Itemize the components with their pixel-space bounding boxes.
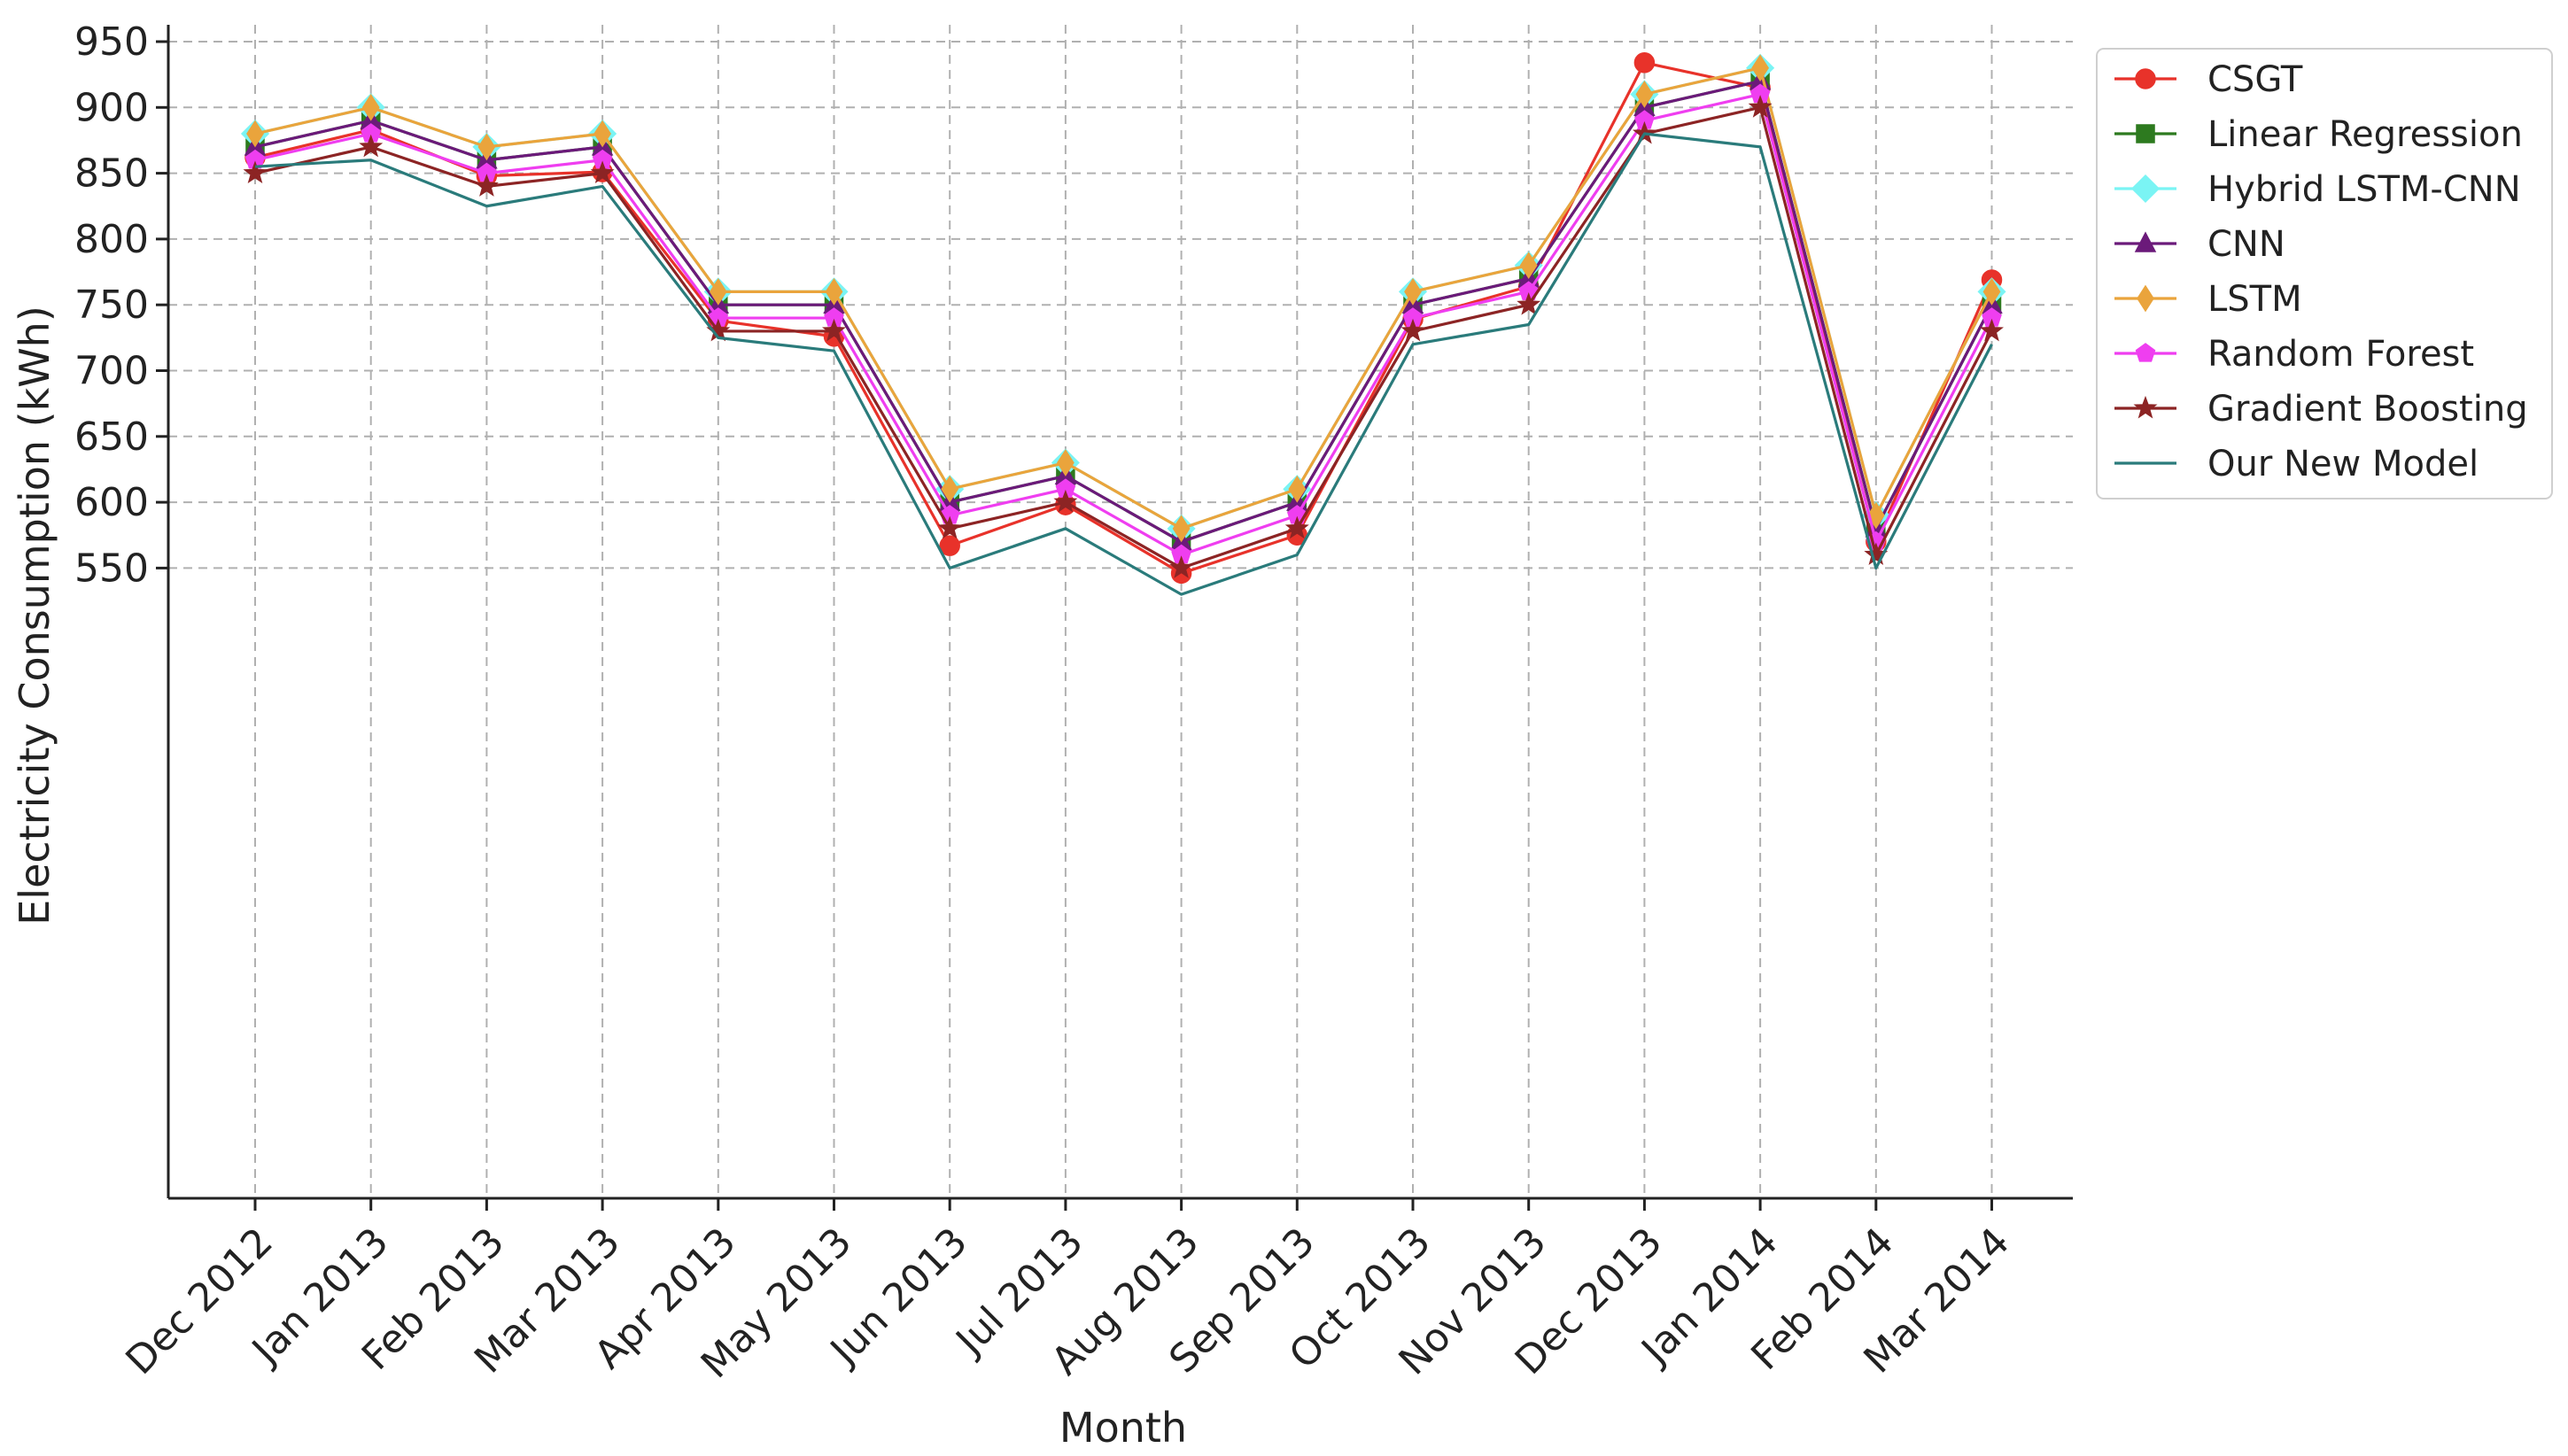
y-tick-label: 900 bbox=[74, 85, 149, 130]
legend-label: Hybrid LSTM-CNN bbox=[2207, 169, 2521, 210]
data-point bbox=[1517, 292, 1541, 315]
data-point bbox=[246, 120, 264, 148]
legend-label: CSGT bbox=[2207, 59, 2303, 100]
axes bbox=[156, 25, 2073, 1211]
legend-item: Gradient Boosting bbox=[2114, 389, 2528, 430]
data-point bbox=[359, 134, 384, 158]
legend-label: Linear Regression bbox=[2207, 114, 2523, 155]
legend-marker bbox=[2134, 231, 2157, 252]
data-point bbox=[1404, 277, 1422, 306]
data-point bbox=[243, 160, 268, 184]
series-csgt bbox=[244, 52, 2003, 585]
legend-label: Random Forest bbox=[2207, 334, 2474, 375]
legend-item: Random Forest bbox=[2114, 334, 2474, 375]
series-line bbox=[254, 66, 1993, 531]
legend-item: Linear Regression bbox=[2114, 114, 2523, 155]
data-point bbox=[1635, 81, 1654, 108]
data-point bbox=[1633, 52, 1656, 74]
data-point bbox=[822, 318, 846, 342]
legend-marker bbox=[2135, 68, 2156, 89]
data-point bbox=[1980, 318, 2004, 342]
series-line bbox=[254, 132, 1993, 596]
data-point bbox=[1751, 54, 1769, 82]
series-line bbox=[254, 105, 1993, 569]
data-point bbox=[1057, 449, 1075, 476]
x-tick-label: Dec 2012 bbox=[117, 1220, 281, 1383]
data-point bbox=[477, 133, 496, 161]
data-point bbox=[1288, 475, 1307, 503]
data-point bbox=[1400, 318, 1425, 342]
data-point bbox=[594, 120, 611, 148]
y-tick-label: 950 bbox=[74, 19, 149, 65]
data-point bbox=[1748, 95, 1773, 118]
legend-item: Hybrid LSTM-CNN bbox=[2114, 169, 2521, 210]
data-point bbox=[1169, 555, 1194, 578]
data-point bbox=[941, 475, 959, 503]
series-our-new-model bbox=[254, 132, 1993, 596]
series-line bbox=[254, 92, 1993, 557]
y-tick-label: 600 bbox=[74, 480, 149, 525]
data-point bbox=[474, 174, 499, 197]
series-lstm bbox=[246, 54, 2001, 543]
legend-marker bbox=[2130, 174, 2161, 204]
data-point bbox=[1519, 252, 1538, 280]
series-gradient-boosting bbox=[243, 95, 2004, 578]
legend: CSGT Linear Regression Hybrid LSTM-CNN CNN L… bbox=[2096, 48, 2553, 500]
legend-label: Gradient Boosting bbox=[2207, 389, 2528, 430]
data-point bbox=[709, 277, 727, 306]
data-point bbox=[1284, 515, 1309, 539]
series-cnn bbox=[244, 68, 2003, 551]
legend-label: Our New Model bbox=[2207, 444, 2479, 484]
data-point bbox=[939, 535, 960, 556]
data-point bbox=[1982, 277, 2001, 306]
legend-marker bbox=[2136, 124, 2155, 143]
data-point bbox=[1172, 515, 1191, 543]
y-tick-label: 550 bbox=[74, 546, 149, 591]
legend-item: Our New Model bbox=[2114, 444, 2479, 484]
legend-item: LSTM bbox=[2114, 279, 2302, 320]
y-tick-label: 800 bbox=[74, 217, 149, 262]
legend-item: CNN bbox=[2114, 224, 2285, 265]
y-tick-label: 650 bbox=[74, 414, 149, 460]
data-point bbox=[361, 93, 380, 121]
series-line bbox=[254, 66, 1993, 531]
x-axis-title: Month bbox=[1059, 1404, 1187, 1452]
legend-marker bbox=[2137, 284, 2154, 313]
legend-item: CSGT bbox=[2114, 59, 2303, 100]
legend-marker bbox=[2135, 343, 2156, 362]
series-layer bbox=[240, 52, 2006, 596]
series-hybrid-lstm-cnn bbox=[240, 53, 2006, 543]
y-axis-title: Electricity Consumption (kWh) bbox=[11, 306, 58, 925]
y-tick-label: 750 bbox=[74, 283, 149, 328]
series-line bbox=[254, 61, 1993, 575]
series-line bbox=[254, 79, 1993, 544]
data-point bbox=[590, 160, 615, 184]
y-tick-label: 850 bbox=[74, 151, 149, 197]
y-tick-label: 700 bbox=[74, 349, 149, 394]
data-point bbox=[1053, 489, 1078, 513]
legend-marker bbox=[2133, 395, 2158, 419]
series-line bbox=[254, 79, 1993, 544]
legend-label: CNN bbox=[2207, 224, 2285, 265]
legend-box bbox=[2096, 48, 2553, 500]
data-point bbox=[937, 515, 962, 539]
data-point bbox=[825, 277, 843, 306]
legend-label: LSTM bbox=[2207, 279, 2302, 320]
